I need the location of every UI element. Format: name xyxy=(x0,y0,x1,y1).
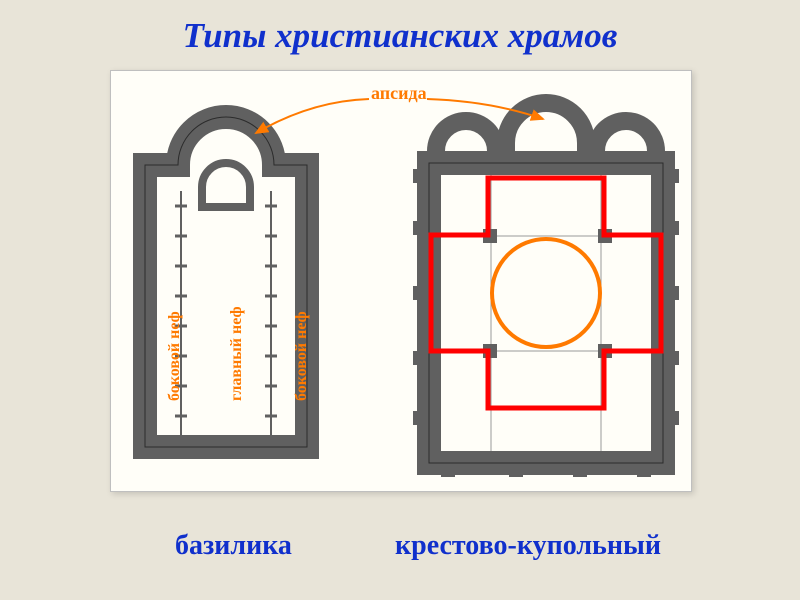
apse-label: апсида xyxy=(371,83,427,104)
caption-basilica: базилика xyxy=(175,530,292,562)
side-nave-label-right: боковой неф xyxy=(293,311,311,401)
main-nave-label: главный неф xyxy=(228,306,246,401)
diagram-panel: апсида боковой неф главный неф боковой н… xyxy=(110,70,692,492)
cross-in-square-plan xyxy=(413,103,679,477)
stage: Типы христианских храмов xyxy=(0,0,800,600)
svg-wrap xyxy=(111,71,691,491)
side-nave-label-left: боковой неф xyxy=(166,311,184,401)
page-title: Типы христианских храмов xyxy=(0,16,800,56)
caption-cross-in-square: крестово-купольный xyxy=(395,530,661,562)
floorplans-svg xyxy=(111,71,691,491)
